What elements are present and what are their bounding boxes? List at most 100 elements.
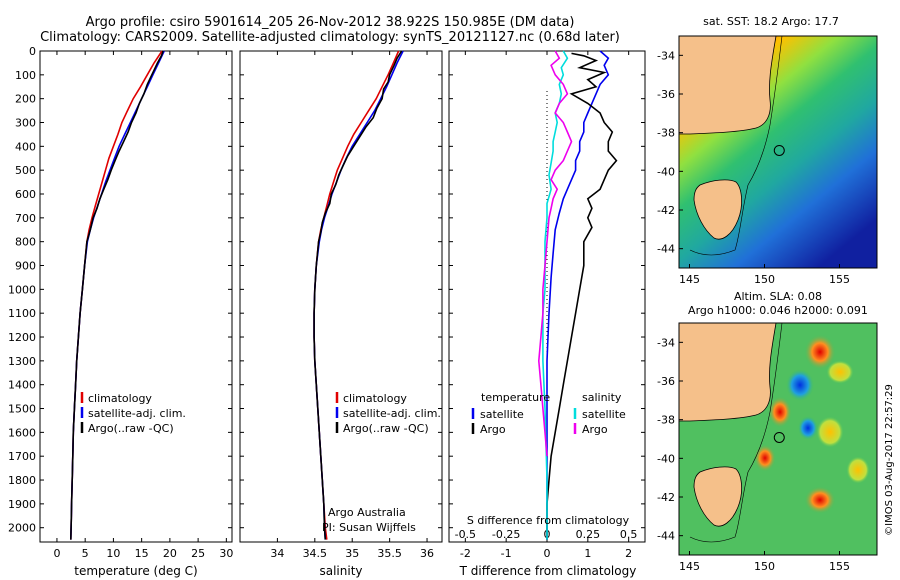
sst-map-y-tick-label: -36: [657, 88, 675, 101]
sla-map-y-tick-label: -44: [657, 530, 675, 543]
difference-legend-label: satellite: [480, 408, 524, 421]
difference-legend-label: Argo: [582, 423, 608, 436]
sla-map-title-line-2: Argo h1000: 0.046 h2000: 0.091: [688, 304, 868, 317]
temperature-series: [70, 50, 165, 540]
sla-map-x-tick-label: 150: [754, 560, 775, 573]
depth-tick-label: 200: [15, 93, 36, 106]
difference-series-argo: [546, 52, 618, 540]
temperature-profile-panel: 0 5 10 15 20 25 30 climatology satellite-adj. c…: [39, 50, 233, 578]
sla-argo-position-marker: [773, 431, 785, 443]
depth-tick-label: 1400: [8, 379, 36, 392]
temperature-x-tick-label: 15: [135, 547, 149, 560]
depth-tick-label: 100: [15, 69, 36, 82]
sst-mainland: [679, 36, 777, 135]
difference-legend: temperature salinity satellite Argo satellit…: [471, 391, 626, 436]
figure-title-line-1: Argo profile: csiro 5901614_205 26-Nov-2…: [86, 15, 575, 30]
sst-map-y-tick-label: -40: [657, 165, 675, 178]
salinity-annotation-line-1: Argo Australia: [328, 506, 406, 519]
sla-map-panel: 145 150 155 -34 -36 -38 -40 -42 -44 Altim. SLA: …: [657, 290, 878, 573]
temperature-plot-frame: [39, 50, 233, 543]
difference-top-tick-label: -0.25: [492, 528, 520, 541]
sla-map-frame: [678, 322, 878, 556]
sla-map-title-line-1: Altim. SLA: 0.08: [734, 290, 822, 303]
temperature-x-tick-label: 25: [191, 547, 205, 560]
depth-tick-label: 1300: [8, 355, 36, 368]
depth-axis-labels: 0 100 200 300 400 500 600 700 800 900 1000 1100 1200…: [8, 45, 36, 535]
sla-map-x-tick-label: 155: [829, 560, 850, 573]
difference-legend-title-salinity: salinity: [582, 391, 622, 404]
temperature-x-tick-label: 30: [219, 547, 233, 560]
depth-tick-label: 700: [15, 212, 36, 225]
sst-map-ticks: 145 150 155 -34 -36 -38 -40 -42 -44: [657, 49, 850, 286]
temperature-legend: climatology satellite-adj. clim. Argo(..ra…: [80, 392, 186, 435]
depth-tick-label: 300: [15, 117, 36, 130]
difference-top-tick-label: -0.5: [455, 528, 476, 541]
difference-x-label: T difference from climatology: [459, 564, 637, 578]
difference-series-satellite: [542, 50, 569, 540]
copyright-timestamp: ©IMOS 03-Aug-2017 22:57:29: [884, 384, 895, 536]
sst-map-x-tick-label: 155: [829, 273, 850, 286]
depth-tick-label: 2000: [8, 522, 36, 535]
temperature-x-tick-label: 10: [106, 547, 120, 560]
depth-tick-label: 1100: [8, 307, 36, 320]
sst-tasmania: [693, 179, 742, 240]
depth-tick-label: 1500: [8, 403, 36, 416]
sst-map-panel: 145 150 155 -34 -36 -38 -40 -42 -44 sat. SST: 18…: [657, 15, 878, 286]
temperature-x-ticks: 0 5 10 15 20 25 30: [40, 50, 233, 560]
difference-series: [537, 50, 618, 540]
sst-map-x-tick-label: 145: [679, 273, 700, 286]
sla-map-x-tick-label: 145: [679, 560, 700, 573]
temperature-series-argo---raw--qc-: [70, 50, 164, 540]
depth-tick-label: 1600: [8, 426, 36, 439]
depth-tick-label: 1200: [8, 331, 36, 344]
sst-map-frame: [678, 35, 878, 269]
depth-tick-label: 1800: [8, 474, 36, 487]
sla-mainland: [679, 323, 777, 422]
difference-series-argo: [537, 50, 573, 457]
sla-map-y-tick-label: -34: [657, 336, 675, 349]
difference-x-tick-label: -2: [460, 547, 471, 560]
salinity-x-tick-label: 34.5: [303, 547, 328, 560]
difference-legend-label: satellite: [582, 408, 626, 421]
difference-x-tick-label: 0: [544, 547, 551, 560]
difference-x-tick-label: 1: [584, 547, 591, 560]
sst-bathymetry-contour: [689, 36, 783, 256]
salinity-x-tick-label: 35.5: [377, 547, 402, 560]
sla-map-y-tick-label: -40: [657, 452, 675, 465]
temperature-x-label: temperature (deg C): [74, 564, 197, 578]
depth-tick-label: 1000: [8, 283, 36, 296]
salinity-annotation-line-2: PI: Susan Wijffels: [322, 521, 416, 534]
sst-argo-position-marker: [773, 144, 785, 156]
salinity-x-label: salinity: [319, 564, 362, 578]
difference-legend-title-temperature: temperature: [481, 391, 550, 404]
salinity-profile-panel: 34 34.5 35 35.5 36 climatology satellite-adj.…: [239, 50, 443, 578]
sla-bathymetry-contour: [689, 323, 783, 543]
salinity-legend-label: satellite-adj. clim.: [343, 407, 441, 420]
depth-tick-label: 1700: [8, 450, 36, 463]
depth-tick-label: 500: [15, 164, 36, 177]
temperature-x-tick-label: 0: [53, 547, 60, 560]
sst-map-y-tick-label: -38: [657, 127, 675, 140]
sla-map-ticks: 145 150 155 -34 -36 -38 -40 -42 -44: [657, 336, 850, 573]
salinity-legend-label: climatology: [343, 392, 407, 405]
temperature-legend-label: Argo(..raw -QC): [88, 422, 174, 435]
sla-map-y-tick-label: -42: [657, 491, 675, 504]
sst-map-title: sat. SST: 18.2 Argo: 17.7: [703, 15, 839, 28]
difference-top-tick-label: 0.25: [576, 528, 601, 541]
depth-tick-label: 400: [15, 140, 36, 153]
sla-map-y-tick-label: -38: [657, 414, 675, 427]
sst-map-y-tick-label: -44: [657, 243, 675, 256]
temperature-x-tick-label: 20: [163, 547, 177, 560]
depth-tick-label: 1900: [8, 498, 36, 511]
sst-map-x-tick-label: 150: [754, 273, 775, 286]
depth-tick-label: 0: [29, 45, 36, 58]
difference-x-tick-label: -1: [501, 547, 512, 560]
sla-map-y-tick-label: -36: [657, 375, 675, 388]
salinity-legend-label: Argo(..raw -QC): [343, 422, 429, 435]
depth-tick-label: 900: [15, 260, 36, 273]
sla-tasmania: [693, 466, 742, 527]
salinity-series: [313, 50, 404, 540]
salinity-plot-frame: [239, 50, 443, 543]
temperature-x-tick-label: 5: [82, 547, 89, 560]
